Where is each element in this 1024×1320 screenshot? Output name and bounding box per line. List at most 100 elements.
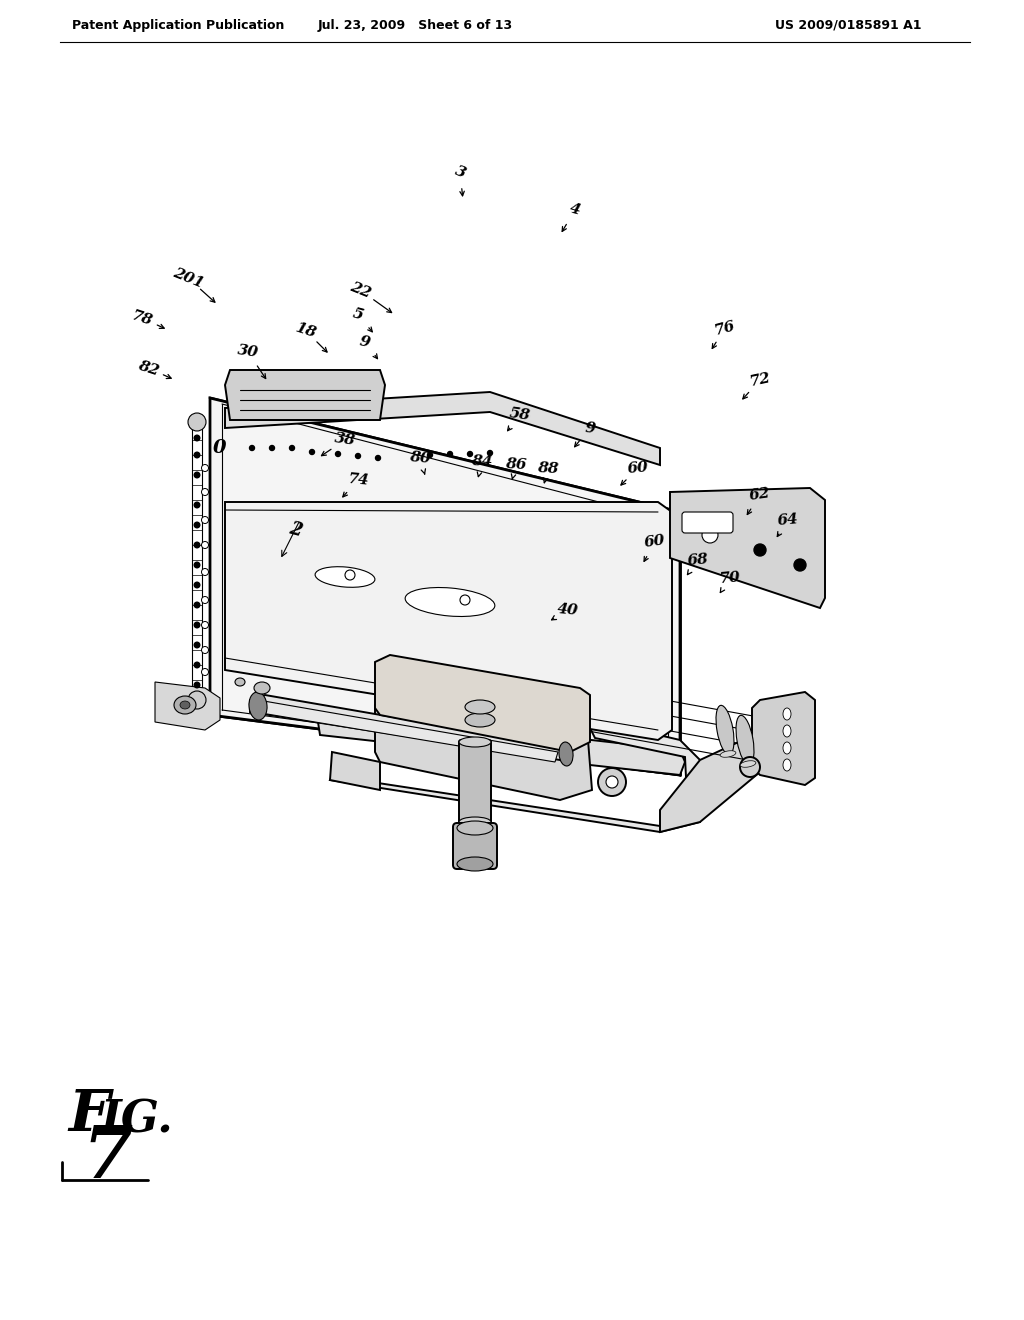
Ellipse shape [716,705,734,755]
Polygon shape [375,655,590,752]
Polygon shape [318,710,685,775]
Circle shape [195,582,200,587]
Circle shape [309,450,314,454]
Text: 38: 38 [334,432,356,449]
Circle shape [195,622,200,628]
Text: 201: 201 [171,265,206,290]
Circle shape [195,562,200,568]
FancyBboxPatch shape [453,822,497,869]
Text: 58: 58 [509,407,531,424]
Text: 74: 74 [347,473,370,488]
Circle shape [188,690,206,709]
Polygon shape [660,733,760,832]
Ellipse shape [406,587,495,616]
Circle shape [336,451,341,457]
Circle shape [740,756,760,777]
Circle shape [202,488,209,495]
Ellipse shape [249,692,267,719]
Circle shape [202,647,209,653]
Circle shape [195,436,200,441]
Ellipse shape [254,682,270,694]
Polygon shape [375,696,592,800]
Ellipse shape [457,857,493,871]
Text: 72: 72 [749,371,772,389]
Circle shape [195,523,200,528]
Text: F: F [68,1086,110,1143]
Ellipse shape [783,742,791,754]
Polygon shape [752,692,815,785]
Polygon shape [250,696,572,760]
Text: 88: 88 [537,462,559,477]
Circle shape [195,602,200,607]
Text: 62: 62 [749,487,771,503]
Ellipse shape [234,678,245,686]
Circle shape [345,570,355,579]
Circle shape [188,413,206,432]
Text: 64: 64 [777,512,799,528]
Circle shape [598,768,626,796]
Circle shape [376,455,381,461]
Circle shape [195,502,200,508]
Ellipse shape [783,759,791,771]
Text: 82: 82 [136,358,161,378]
Circle shape [202,465,209,471]
Ellipse shape [783,708,791,719]
Text: 30: 30 [237,343,259,360]
Ellipse shape [465,700,495,714]
Text: 68: 68 [687,552,710,568]
Circle shape [269,446,274,450]
Text: 7: 7 [82,1122,132,1193]
Circle shape [202,622,209,628]
Text: 60: 60 [627,461,649,477]
Circle shape [460,595,470,605]
Text: Patent Application Publication: Patent Application Publication [72,18,285,32]
Polygon shape [155,682,220,730]
Circle shape [202,516,209,524]
Polygon shape [210,399,680,775]
Polygon shape [330,719,700,832]
Ellipse shape [459,817,490,828]
Text: 60: 60 [643,533,667,550]
Text: IG.: IG. [100,1098,173,1142]
Text: 84: 84 [471,454,493,470]
Circle shape [487,450,493,455]
Circle shape [195,543,200,548]
Circle shape [195,453,200,458]
Polygon shape [330,752,380,789]
Text: 40: 40 [557,602,580,618]
Ellipse shape [465,713,495,727]
Polygon shape [225,392,660,465]
Text: 86: 86 [505,458,527,473]
Circle shape [290,446,295,450]
Text: US 2009/0185891 A1: US 2009/0185891 A1 [775,18,922,32]
Circle shape [754,544,766,556]
FancyBboxPatch shape [682,512,733,533]
Text: 9: 9 [358,334,372,350]
FancyBboxPatch shape [459,741,490,824]
Ellipse shape [736,715,754,764]
Circle shape [606,776,618,788]
Ellipse shape [459,737,490,747]
Circle shape [250,446,255,450]
Text: 80: 80 [409,450,431,466]
Polygon shape [225,370,385,420]
Ellipse shape [174,696,196,714]
Circle shape [202,541,209,549]
Ellipse shape [559,742,573,766]
Ellipse shape [315,566,375,587]
Text: 78: 78 [130,308,155,327]
Circle shape [794,558,806,572]
Circle shape [195,643,200,648]
Circle shape [202,597,209,603]
Ellipse shape [457,821,493,836]
Ellipse shape [180,701,190,709]
Text: 5: 5 [351,306,365,323]
Text: 76: 76 [713,318,737,338]
Text: 2: 2 [287,520,303,540]
Circle shape [702,527,718,543]
Text: Jul. 23, 2009   Sheet 6 of 13: Jul. 23, 2009 Sheet 6 of 13 [317,18,513,32]
Ellipse shape [783,725,791,737]
Text: 3: 3 [453,164,468,181]
Circle shape [427,453,432,458]
Circle shape [355,454,360,458]
